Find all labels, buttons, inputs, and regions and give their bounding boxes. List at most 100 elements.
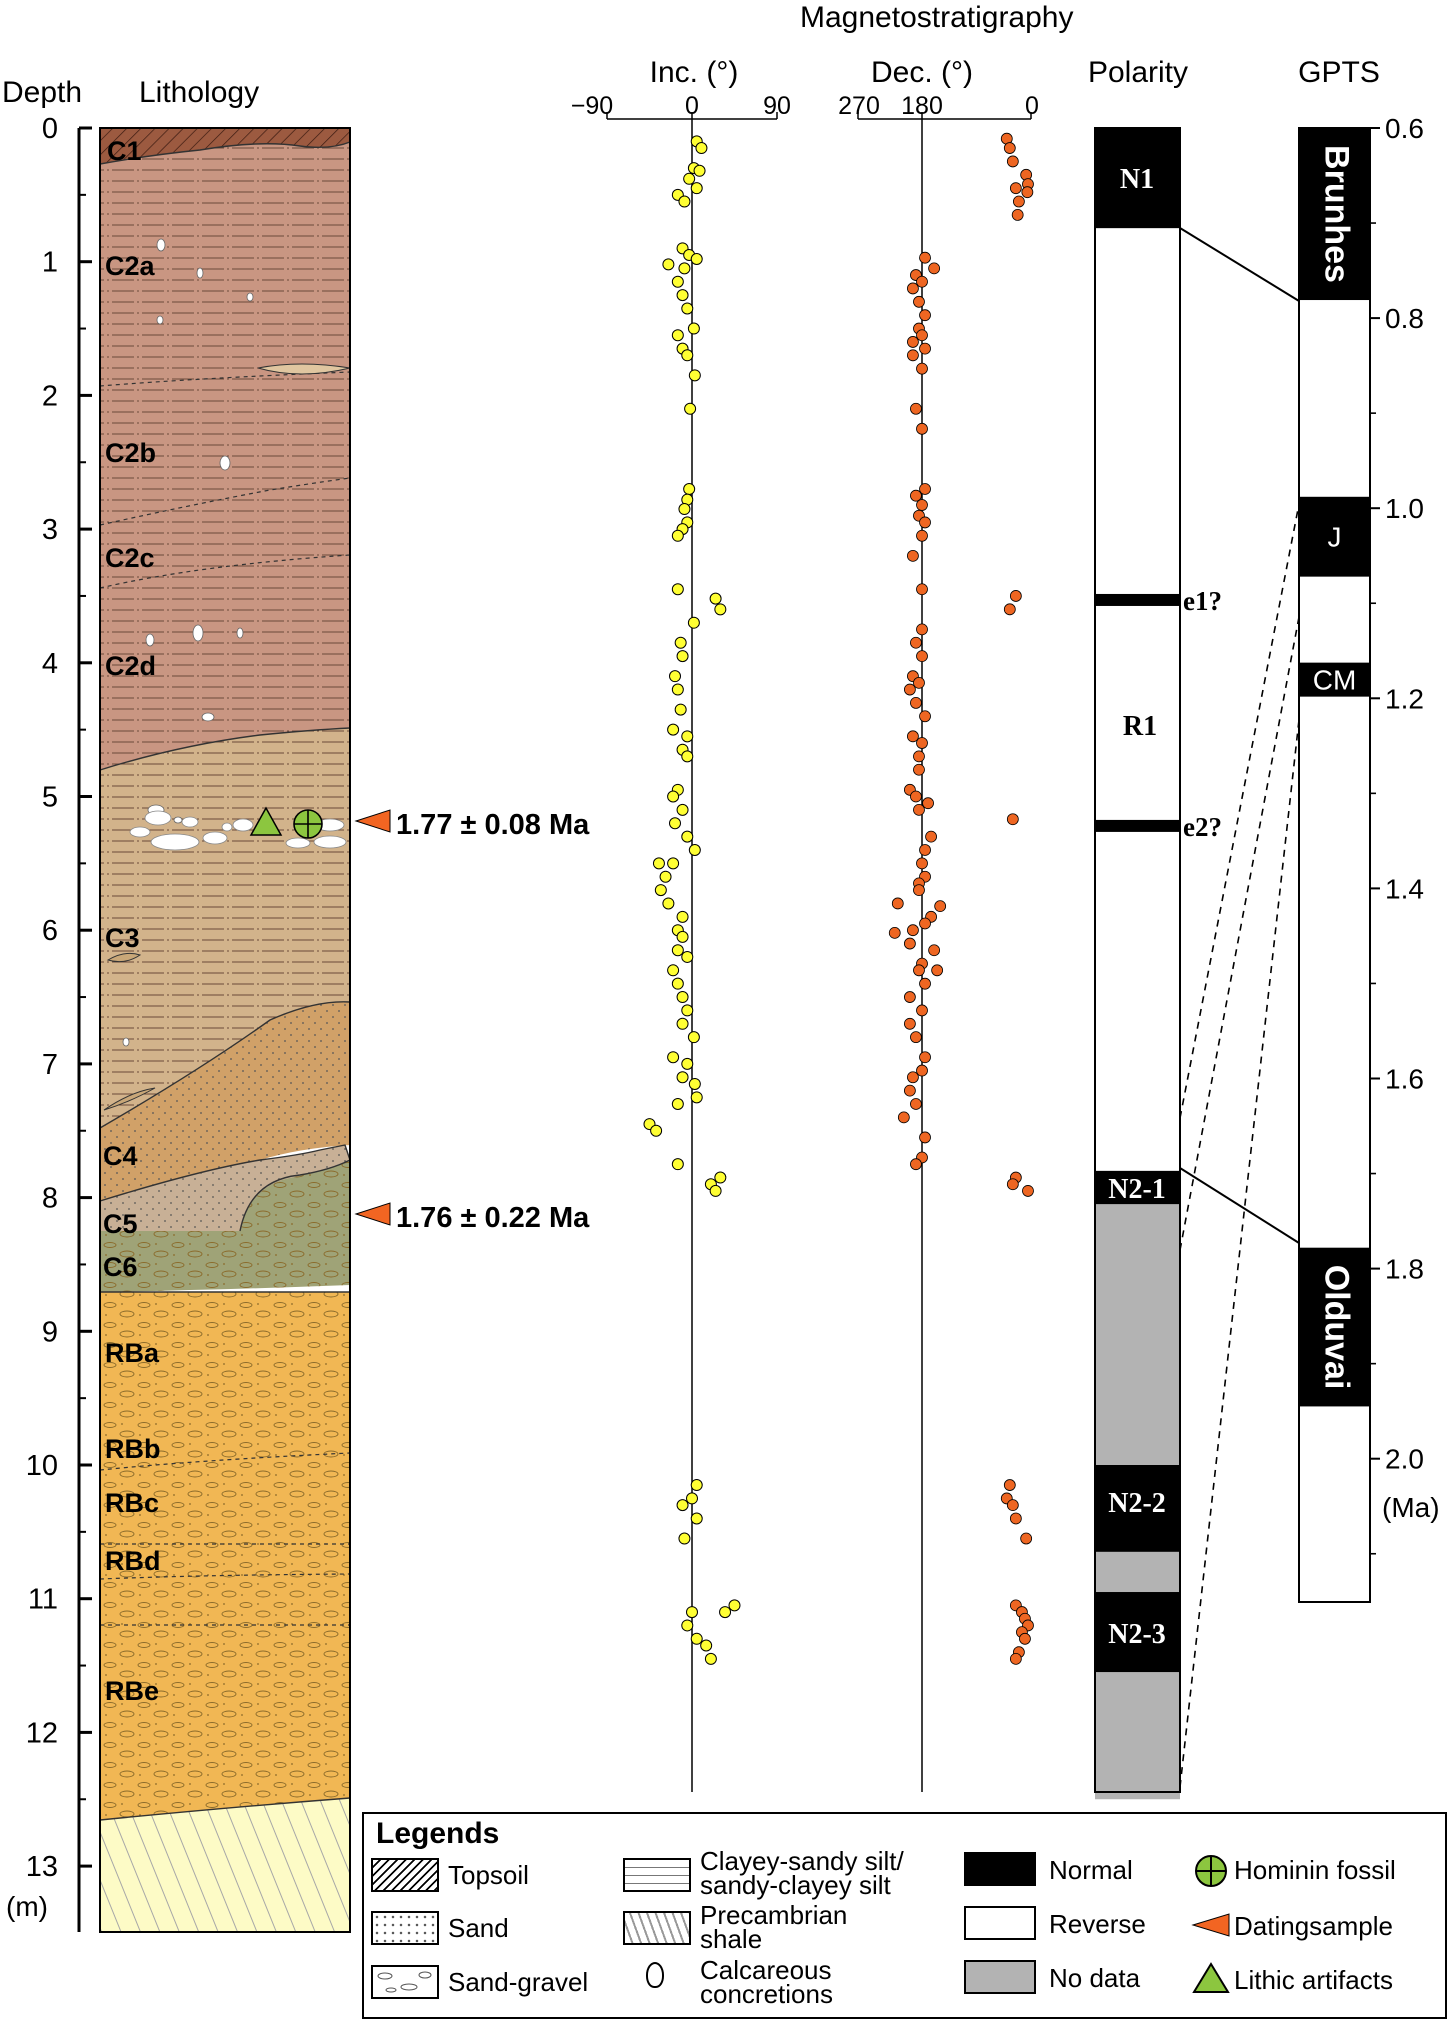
inc-point: [671, 1098, 684, 1111]
depth-tick-label: 10: [26, 1450, 58, 1482]
gpts-header: GPTS: [1298, 56, 1380, 89]
unit-label-c2b: C2b: [105, 438, 156, 468]
legend-sand: Sand: [448, 1913, 509, 1943]
excursion-band: [1095, 819, 1180, 832]
inc-point: [687, 616, 700, 629]
dec-point: [903, 991, 916, 1003]
dec-point: [910, 636, 922, 649]
dec-point: [907, 282, 919, 295]
inc-point: [676, 650, 689, 663]
legend: Legends Topsoil Sand Sand-gravel Clayey-…: [362, 1812, 1447, 2019]
inc-point: [681, 302, 694, 315]
inc-point: [671, 329, 684, 342]
dec-point: [907, 549, 919, 562]
excursion-band: [1095, 593, 1180, 606]
legend-swatch-reverse: [964, 1906, 1036, 1940]
dec-point: [916, 275, 928, 288]
dating-sample-2: 1.76 ± 0.22 Ma: [354, 1202, 590, 1234]
dec-point: [1003, 603, 1016, 616]
dec-point: [913, 676, 925, 689]
dec-point: [1022, 1185, 1034, 1197]
inc-point: [662, 897, 675, 910]
polarity-header: Polarity: [1088, 56, 1188, 89]
inc-point: [669, 817, 681, 830]
unit-label-rbe: RBe: [105, 1676, 159, 1706]
gpts-chron-label: CM: [1313, 665, 1357, 696]
inc-point: [667, 857, 680, 870]
unit-label-c4: C4: [103, 1141, 138, 1171]
inc-point: [695, 142, 708, 155]
dec-point: [910, 1031, 922, 1044]
inc-point: [686, 1492, 698, 1505]
inc-point: [690, 1479, 703, 1492]
unit-label-c2d: C2d: [105, 651, 156, 681]
inc-point: [690, 1632, 703, 1645]
depth-tick-label: 11: [28, 1584, 58, 1616]
inc-point: [728, 1599, 741, 1612]
depth-tick-label: 9: [42, 1316, 58, 1348]
inc-point: [681, 750, 694, 763]
depth-tick-label: 5: [42, 782, 58, 814]
dec-point: [1009, 1512, 1022, 1525]
dec-point: [919, 917, 931, 930]
dec-point: [888, 926, 901, 939]
gpts-tick-label: 1.4: [1385, 873, 1424, 904]
gpts-chron-label: J: [1328, 522, 1342, 553]
dec-point: [919, 1051, 931, 1064]
inc-point: [674, 636, 687, 649]
lithology-header: Lithology: [139, 76, 259, 109]
depth-tick-label: 7: [42, 1049, 58, 1081]
dec-point: [928, 262, 941, 275]
depth-unit: (m): [6, 1891, 48, 1922]
unit-label-c3: C3: [105, 923, 140, 953]
hominin-fossil-icon: [1195, 1855, 1227, 1887]
inc-point: [676, 1017, 689, 1030]
inc-point: [671, 275, 684, 288]
polarity-zone-nodata: [1095, 1672, 1180, 1800]
inc-point: [667, 1051, 680, 1064]
hominin-fossil-marker: [293, 809, 323, 839]
inc-point: [676, 930, 689, 943]
dec-point: [907, 336, 919, 348]
inc-point: [684, 402, 697, 415]
inc-point: [667, 964, 680, 977]
dec-point: [925, 830, 937, 843]
dec-point: [916, 499, 928, 511]
inc-point: [659, 870, 672, 883]
gpts-chron-j: [1299, 496, 1370, 577]
dec-point: [910, 402, 922, 415]
inc-point: [690, 1512, 703, 1525]
polarity-label-r1: R1: [1123, 711, 1157, 742]
dec-point: [916, 329, 928, 342]
dec-point: [934, 900, 947, 913]
dec-point: [916, 737, 928, 749]
inc-point: [688, 843, 701, 856]
dec-point: [916, 623, 928, 636]
inc-point: [683, 172, 696, 185]
inc-tick-min: −90: [571, 92, 613, 120]
inc-point: [688, 1077, 701, 1090]
dec-point: [903, 683, 916, 696]
dec-point: [919, 309, 931, 322]
inc-point: [709, 1184, 722, 1197]
legend-swatch-normal: [964, 1852, 1036, 1886]
inc-point: [681, 950, 694, 963]
depth-tick-label: 0: [42, 113, 58, 145]
correlation-lines: [1179, 227, 1300, 1788]
dec-point: [1012, 195, 1025, 208]
gpts-tick-label: 1.8: [1385, 1254, 1424, 1285]
inc-point: [669, 670, 681, 683]
dec-point: [1009, 590, 1022, 602]
polarity-zone-nodata: [1095, 1204, 1180, 1465]
inc-point: [671, 683, 684, 696]
dec-point: [1006, 155, 1019, 168]
inc-point: [678, 195, 691, 208]
inc-header: Inc. (°): [650, 56, 739, 89]
inc-point: [681, 830, 694, 843]
gpts-chron-label: Brunhes: [1318, 145, 1356, 283]
gpts-chron-label: Olduvai: [1318, 1265, 1356, 1390]
depth-tick-label: 4: [42, 648, 58, 680]
dec-point: [897, 1111, 910, 1124]
inc-point: [690, 182, 703, 195]
